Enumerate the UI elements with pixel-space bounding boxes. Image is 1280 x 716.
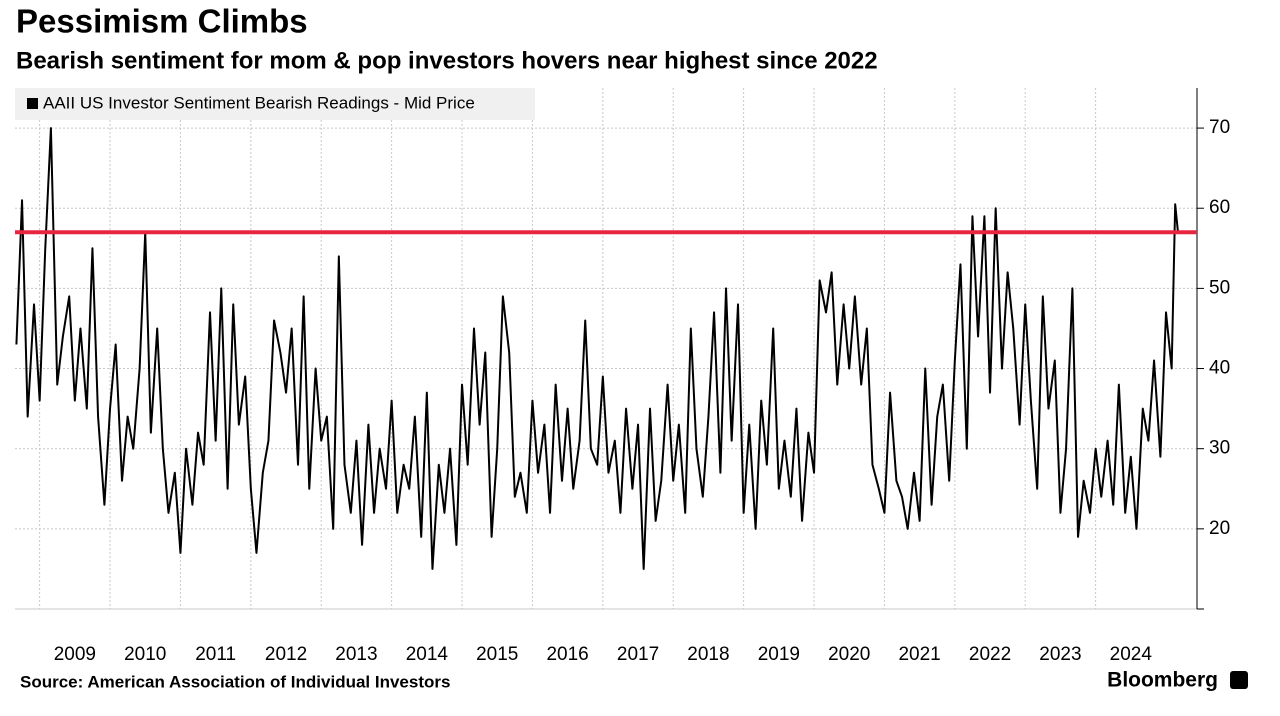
x-tick-label: 2010 [124, 644, 166, 665]
brand: Bloomberg [1107, 669, 1218, 692]
x-tick-label: 2009 [54, 644, 96, 665]
x-tick-label: 2019 [758, 644, 800, 665]
x-tick-label: 2018 [687, 644, 729, 665]
y-tick-label: 60 [1209, 197, 1230, 218]
x-tick-label: 2012 [265, 644, 307, 665]
y-tick-label: 70 [1209, 117, 1230, 138]
x-tick-label: 2020 [828, 644, 870, 665]
legend-box [15, 88, 535, 120]
legend-label: AAII US Investor Sentiment Bearish Readi… [43, 93, 475, 112]
x-tick-label: 2023 [1039, 644, 1081, 665]
x-tick-label: 2016 [546, 644, 588, 665]
x-tick-label: 2015 [476, 644, 518, 665]
y-tick-label: 20 [1209, 518, 1230, 539]
y-tick-label: 40 [1209, 358, 1230, 379]
source: Source: American Association of Individu… [20, 672, 450, 691]
x-tick-label: 2013 [335, 644, 377, 665]
line-series [15, 127, 1179, 570]
brand-icon [1230, 671, 1248, 689]
x-tick-label: 2017 [617, 644, 659, 665]
chart-subtitle: Bearish sentiment for mom & pop investor… [16, 47, 878, 74]
x-tick-label: 2014 [406, 644, 449, 665]
x-tick-label: 2011 [195, 644, 236, 665]
x-tick-label: 2022 [969, 644, 1011, 665]
legend-swatch [27, 98, 38, 109]
chart-title: Pessimism Climbs [16, 3, 308, 40]
x-tick-label: 2021 [898, 644, 940, 665]
y-tick-label: 50 [1209, 277, 1230, 298]
x-tick-label: 2024 [1110, 644, 1153, 665]
y-tick-label: 30 [1209, 438, 1230, 459]
